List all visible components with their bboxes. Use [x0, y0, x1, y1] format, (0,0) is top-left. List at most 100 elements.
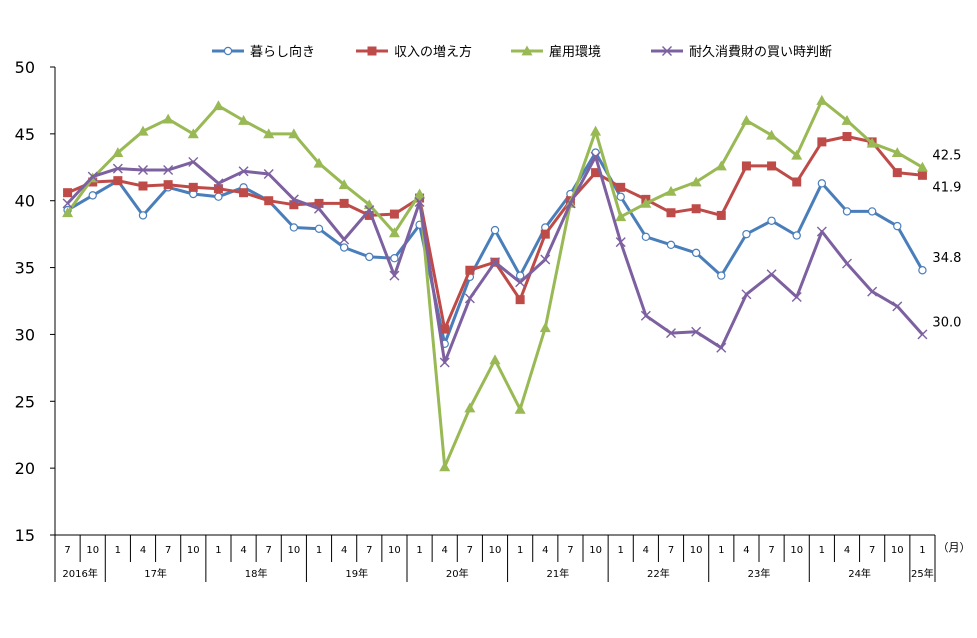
data-point	[389, 270, 400, 281]
data-point	[238, 114, 250, 125]
y-axis: 15 20 25 30 35 40 45 50	[15, 58, 56, 545]
marker-stroke	[414, 197, 425, 208]
x-year-label: 18年	[245, 567, 268, 580]
data-point	[439, 357, 450, 368]
x-year-label: 20年	[446, 567, 469, 580]
x-month-label: 7	[869, 545, 875, 556]
x-month-label: 1	[517, 545, 523, 556]
data-point	[666, 240, 676, 250]
data-point	[365, 252, 374, 262]
x-month-label: 1	[115, 545, 121, 556]
series-end-label: 41.9	[932, 180, 961, 195]
x-month-label: 10	[790, 545, 803, 556]
marker-stroke	[691, 326, 702, 337]
data-point	[540, 229, 550, 239]
x-month-label: 4	[341, 545, 347, 556]
data-point	[288, 128, 300, 139]
data-point	[113, 176, 123, 186]
data-point	[263, 168, 274, 179]
x-month-label: 1	[316, 545, 322, 556]
marker-stroke	[842, 258, 852, 269]
data-point	[591, 168, 601, 178]
legend: 暮らし向き 収入の増え方 雇用環境 耐久消費財の買い時判断	[212, 44, 832, 60]
data-point	[364, 205, 375, 216]
x-year-label: 17年	[144, 567, 167, 580]
data-point	[916, 161, 928, 172]
data-point	[742, 229, 751, 239]
data-point	[715, 160, 727, 171]
data-point	[540, 254, 551, 265]
marker-stroke	[662, 46, 672, 56]
legend-swatch-marker	[367, 46, 377, 56]
y-tick-label: 30	[15, 325, 35, 344]
marker-stroke	[138, 164, 148, 175]
marker-stroke	[892, 301, 903, 312]
y-tick-label: 15	[15, 526, 35, 545]
x-month-label: 10	[690, 545, 703, 556]
data-point	[188, 182, 198, 192]
x-month-label: 1	[919, 545, 925, 556]
marker-stroke	[112, 163, 123, 174]
data-point	[314, 198, 324, 208]
x-month-label: 4	[844, 545, 850, 556]
data-point	[716, 210, 726, 220]
data-point	[792, 231, 801, 240]
x-month-label: 10	[388, 545, 401, 556]
x-month-label: 4	[743, 545, 749, 556]
data-point	[817, 179, 827, 188]
data-point	[690, 176, 702, 187]
marker-stroke	[314, 203, 324, 214]
x-month-label: 7	[567, 545, 573, 556]
data-point	[691, 326, 702, 337]
data-point	[841, 114, 853, 125]
data-point	[288, 194, 299, 205]
data-point	[389, 209, 399, 219]
y-tick-label: 50	[15, 58, 35, 77]
x-month-label: 7	[266, 545, 272, 556]
data-point	[514, 403, 526, 414]
x-month-label: 4	[442, 545, 448, 556]
data-point	[238, 166, 249, 177]
x-month-label: 1	[416, 545, 422, 556]
series-4	[62, 151, 928, 368]
data-point	[264, 196, 274, 206]
data-point	[917, 170, 927, 180]
x-year-label: 2016年	[62, 567, 97, 580]
series-end-label: 34.8	[932, 251, 961, 266]
data-point	[439, 461, 451, 472]
marker-stroke	[816, 226, 827, 237]
x-unit-label: （月）	[938, 541, 971, 554]
data-point	[716, 342, 727, 353]
y-tick-label: 40	[15, 192, 35, 211]
x-year-label: 19年	[345, 567, 368, 580]
data-point	[188, 156, 199, 167]
data-point	[515, 271, 525, 280]
x-year-label: 24年	[848, 567, 871, 580]
data-point	[641, 232, 651, 242]
x-month-label: 1	[819, 545, 825, 556]
marker-stroke	[238, 166, 249, 177]
x-month-label: 10	[187, 545, 200, 556]
marker-stroke	[716, 342, 727, 353]
marker-stroke	[917, 329, 928, 340]
data-point	[741, 161, 751, 171]
data-point	[163, 180, 173, 190]
x-month-label: 1	[618, 545, 624, 556]
data-point	[138, 164, 148, 175]
data-point	[162, 113, 174, 124]
data-point	[465, 265, 475, 275]
marker-stroke	[464, 293, 475, 304]
data-point	[440, 324, 450, 334]
marker-stroke	[741, 289, 752, 300]
data-point	[616, 182, 626, 192]
marker-stroke	[188, 156, 199, 167]
data-point	[791, 291, 802, 302]
data-point	[615, 211, 627, 222]
x-month-label: 7	[366, 545, 372, 556]
marker-stroke	[339, 234, 350, 245]
data-point	[891, 147, 903, 157]
series-end-label: 42.5	[932, 148, 961, 163]
data-point	[590, 125, 602, 136]
data-point	[213, 184, 223, 194]
